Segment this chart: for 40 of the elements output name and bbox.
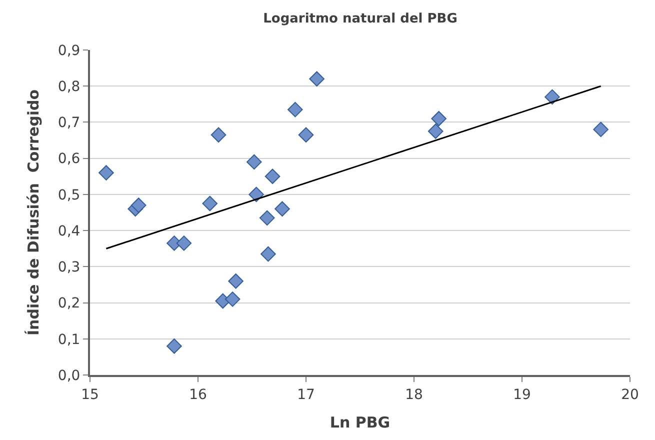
point bbox=[210, 127, 226, 143]
point bbox=[274, 201, 290, 217]
point bbox=[202, 196, 218, 212]
point bbox=[298, 127, 314, 143]
point bbox=[593, 122, 608, 138]
y-tick-label: 0,7 bbox=[58, 115, 80, 132]
y-tick-label: 0,9 bbox=[58, 42, 80, 59]
point bbox=[228, 273, 244, 289]
x-tick-label: 20 bbox=[621, 386, 639, 403]
point bbox=[260, 246, 276, 262]
point bbox=[248, 186, 264, 202]
x-tick-label: 19 bbox=[513, 386, 531, 403]
y-tick-label: 0,8 bbox=[58, 79, 80, 96]
x-axis-title: Ln PBG bbox=[330, 413, 390, 432]
y-axis-title: Índice de Difusión Corregido bbox=[24, 89, 43, 336]
point bbox=[246, 154, 262, 170]
y-tick-label: 0,5 bbox=[58, 187, 80, 204]
y-tick-label: 0,4 bbox=[58, 223, 80, 240]
y-tick-label: 0,6 bbox=[58, 151, 80, 168]
point bbox=[176, 236, 192, 251]
x-tick-label: 15 bbox=[81, 386, 99, 403]
point bbox=[431, 110, 446, 126]
point bbox=[166, 338, 182, 354]
point bbox=[309, 71, 324, 87]
point bbox=[98, 165, 114, 180]
point bbox=[288, 102, 303, 118]
point bbox=[544, 89, 560, 105]
x-tick-label: 16 bbox=[189, 386, 207, 403]
y-tick-label: 0,1 bbox=[58, 332, 80, 348]
point bbox=[224, 292, 240, 307]
point bbox=[264, 168, 280, 184]
y-tick-label: 0,0 bbox=[58, 368, 80, 384]
y-tick-label: 0,3 bbox=[58, 260, 80, 276]
point bbox=[259, 210, 275, 226]
point bbox=[428, 124, 444, 139]
x-tick-label: 17 bbox=[297, 386, 315, 403]
x-tick-label: 18 bbox=[405, 386, 423, 403]
point bbox=[130, 198, 146, 213]
y-tick-label: 0,2 bbox=[58, 296, 80, 312]
chart-title: Logaritmo natural del PBG bbox=[263, 11, 458, 26]
